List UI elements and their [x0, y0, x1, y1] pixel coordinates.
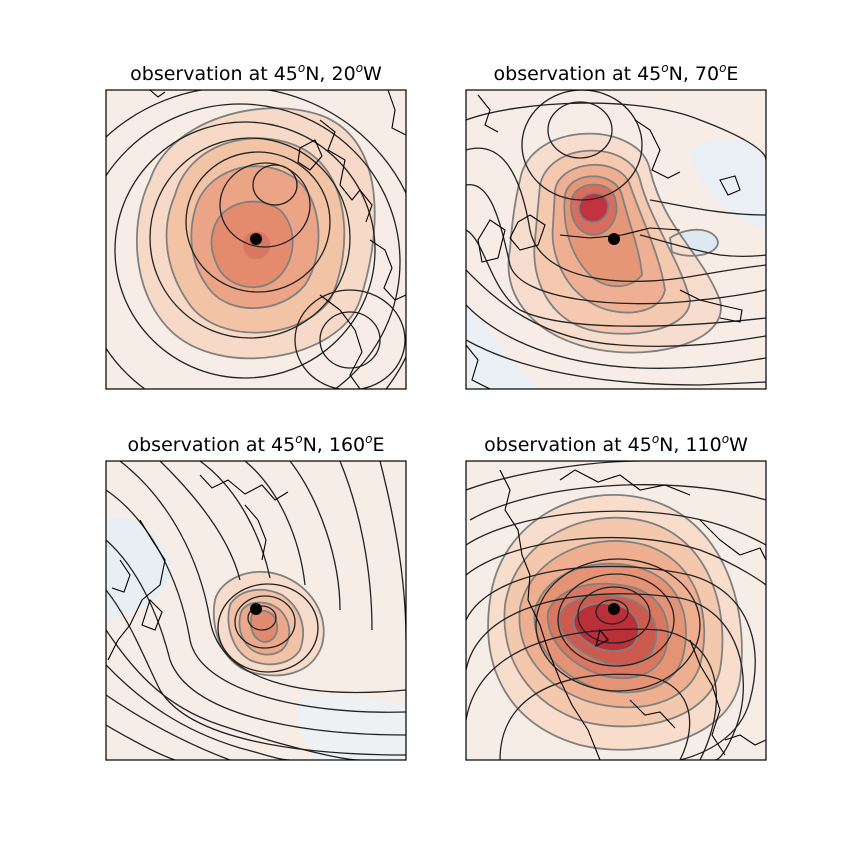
panel-frame	[105, 460, 407, 761]
panel-frame	[105, 89, 407, 390]
panel-title: observation at 45oN, 70oE	[494, 61, 739, 85]
coastlines	[149, 90, 406, 389]
observation-marker	[250, 603, 262, 615]
panel-title: observation at 45oN, 110oW	[484, 432, 748, 456]
panel-45n-70e: observation at 45oN, 70oE	[465, 61, 767, 390]
anomaly-contours	[487, 494, 743, 751]
panel-frame	[465, 460, 767, 761]
anomaly-contours	[507, 132, 722, 354]
panel-45n-110w: observation at 45oN, 110oW	[465, 432, 767, 761]
isobars	[466, 90, 766, 386]
observation-marker	[608, 603, 620, 615]
isobars	[106, 90, 406, 389]
panel-title: observation at 45oN, 160oE	[128, 432, 385, 456]
coastlines	[499, 469, 766, 760]
panel-45n-160e: observation at 45oN, 160oE	[105, 432, 407, 761]
observation-marker	[608, 233, 620, 245]
coastlines	[466, 94, 743, 389]
observation-marker	[250, 233, 262, 245]
panel-title: observation at 45oN, 20oW	[130, 61, 382, 85]
coastlines	[107, 474, 289, 661]
panel-frame	[465, 89, 767, 390]
panel-45n-20w: observation at 45oN, 20oW	[105, 61, 407, 390]
